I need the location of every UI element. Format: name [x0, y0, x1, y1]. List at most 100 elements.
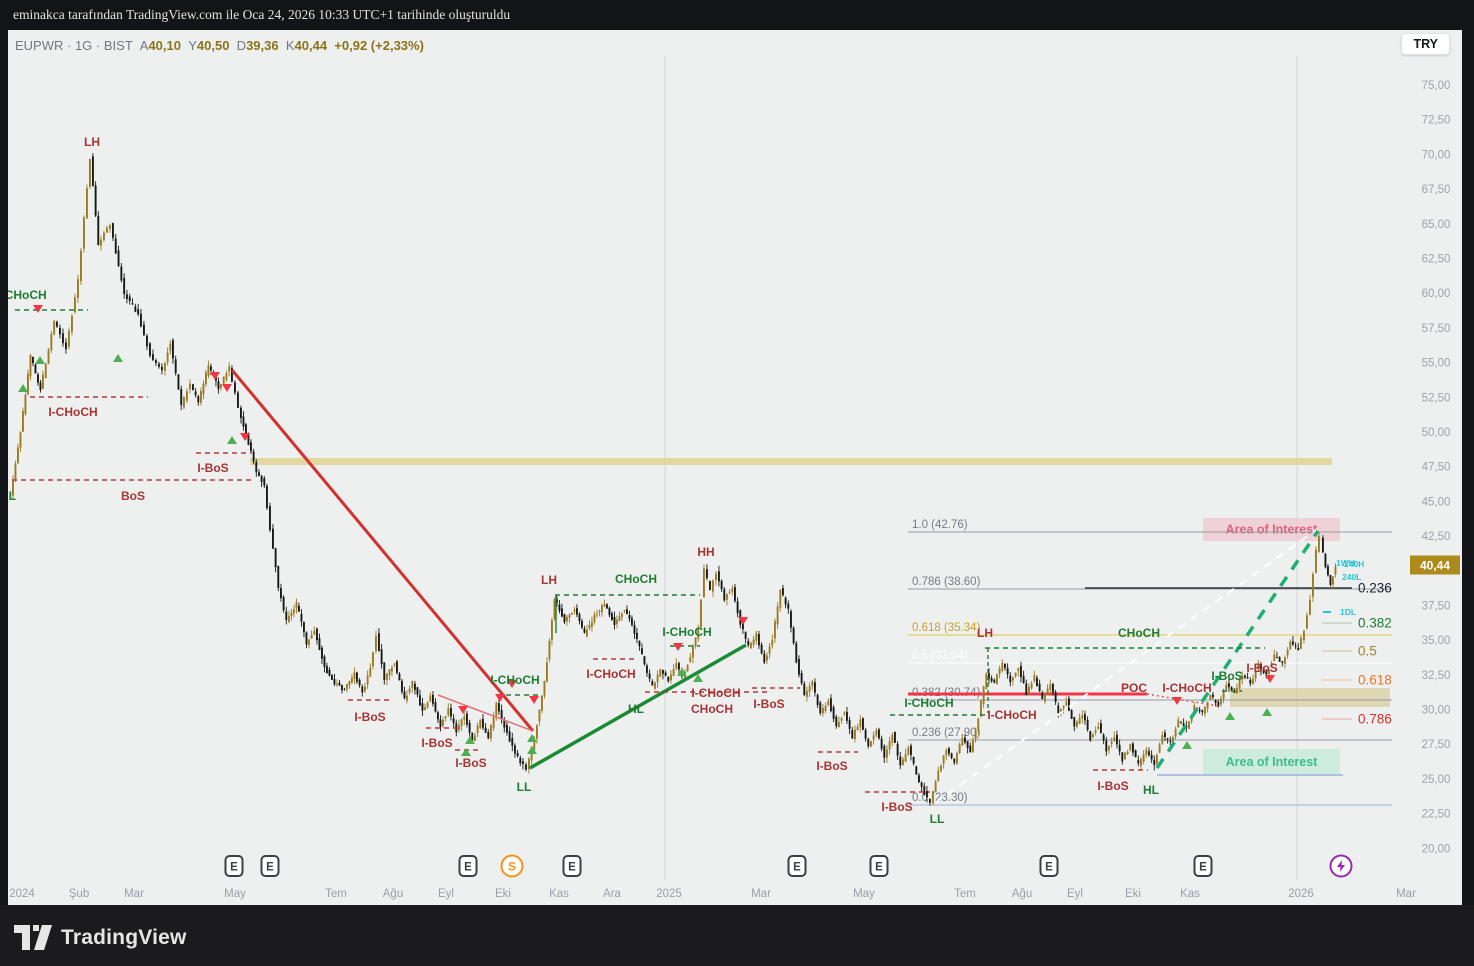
fib-retracement-left: 1.0 (42.76) 0.786 (38.60) 0.618 (35.34) 0.5…: [908, 519, 1392, 806]
svg-text:E: E: [266, 862, 274, 874]
bullish-marker-icon: [527, 734, 537, 742]
time-axis-label: Eki: [1125, 888, 1141, 900]
change-value: +0,92 (+2,33%): [334, 37, 424, 53]
bearish-marker-icon: [222, 384, 232, 392]
structure-label: I-CHoCH: [48, 405, 97, 419]
trendline[interactable]: [1146, 693, 1219, 707]
price-axis-label: 50,00: [1422, 427, 1451, 439]
time-axis-label: 2024: [9, 888, 35, 900]
structure-label: I-BoS: [881, 800, 912, 814]
attribution-bar: eminakca tarafından TradingView.com ile …: [0, 0, 1474, 30]
price-axis-label: 32,50: [1422, 670, 1451, 682]
symbol-row: EUPWR · 1G · BIST A40,10 Y40,50 D39,36 K…: [15, 34, 424, 56]
earnings-badge[interactable]: [224, 855, 244, 877]
bearish-marker-icon: [33, 305, 43, 313]
svg-text:E: E: [793, 862, 801, 874]
price-axis-label: 62,50: [1422, 253, 1451, 265]
time-axis-label: 2025: [656, 888, 682, 900]
structure-label: I-BoS: [197, 461, 228, 475]
split-badge[interactable]: [500, 854, 524, 878]
svg-text:E: E: [875, 862, 883, 874]
bearish-marker-icon: [240, 433, 250, 441]
bullish-marker-icon: [677, 668, 687, 676]
trendlines[interactable]: [230, 369, 1320, 804]
bearish-marker-icon: [507, 680, 517, 688]
structure-label: I-CHoCH: [1162, 681, 1211, 695]
fib-level-label: 0.5 (33.04): [912, 650, 968, 662]
bullish-marker-icon: [113, 354, 123, 362]
zone-box-label: Area of Interest: [1226, 755, 1319, 769]
price-axis-label: 30,00: [1422, 705, 1451, 717]
fib-level-label: 0.786 (38.60): [912, 576, 981, 588]
price-axis-label: 22,50: [1422, 809, 1451, 821]
yellow-level-band: [250, 458, 1332, 465]
timeframe-level-label: 240H: [1344, 559, 1364, 569]
earnings-badge[interactable]: [869, 855, 889, 877]
trendline[interactable]: [934, 529, 1317, 804]
candlesticks: [12, 153, 1337, 806]
structure-label: HL: [628, 702, 644, 716]
price-axis-label: 52,50: [1422, 392, 1451, 404]
trendline[interactable]: [230, 369, 535, 732]
structure-label: I-CHoCH: [904, 696, 953, 710]
price-axis-label: 20,00: [1422, 843, 1451, 855]
trendline[interactable]: [437, 694, 534, 732]
earnings-badge[interactable]: [1039, 855, 1059, 877]
time-axis-label: Eyl: [438, 888, 454, 900]
ohlc-open: A40,10: [139, 37, 181, 53]
svg-text:S: S: [508, 860, 516, 874]
time-axis[interactable]: 2024 Şub Mar May Tem Ağu Eyl Eki Kas Ara 2025 Mar Ma…: [9, 888, 1416, 900]
bearish-marker-icon: [673, 643, 683, 651]
structure-label: LL: [517, 780, 532, 794]
fib-level-label: 0.5: [1358, 644, 1377, 659]
earnings-badge[interactable]: [260, 855, 280, 877]
structure-label: HL: [8, 489, 16, 503]
bullish-marker-icon: [1182, 741, 1192, 749]
price-axis[interactable]: 75,00 72,50 70,00 67,50 65,00 62,50 60,00 57,50…: [1410, 80, 1460, 855]
structure-label: I-BoS: [455, 756, 486, 770]
timeframe-level-label: 1DL: [1340, 607, 1356, 617]
price-axis-label: 75,00: [1422, 80, 1451, 92]
earnings-badge[interactable]: [787, 855, 807, 877]
time-axis-label: 2026: [1288, 888, 1314, 900]
structure-label: CHoCH: [1118, 626, 1160, 640]
earnings-badge[interactable]: [562, 855, 582, 877]
fib-level-label: 0.618: [1358, 673, 1392, 688]
gridlines: [664, 56, 1298, 880]
structure-label: I-CHoCH: [8, 288, 47, 302]
bearish-marker-icon: [529, 696, 539, 704]
currency-toggle-button[interactable]: TRY: [1401, 33, 1450, 55]
price-axis-label: 25,00: [1422, 774, 1451, 786]
time-axis-label: Mar: [1396, 888, 1416, 900]
time-axis-label: May: [853, 888, 875, 900]
price-axis-label: 27,50: [1422, 739, 1451, 751]
bearish-marker-icon: [1265, 675, 1275, 683]
structure-label: LL: [930, 812, 945, 826]
time-axis-label: Tem: [954, 888, 976, 900]
trendline[interactable]: [1155, 530, 1320, 769]
time-axis-label: Kas: [549, 888, 569, 900]
bullish-marker-icon: [1262, 708, 1272, 716]
last-price-label: [1410, 555, 1460, 575]
structure-label: LH: [84, 135, 100, 149]
trendline[interactable]: [529, 643, 747, 770]
structure-label: I-CHoCH: [662, 625, 711, 639]
structure-labels: LHI-CHoCHI-BoSBoSI-BoSI-BoSI-BoSLHHHI-CH…: [8, 135, 1278, 826]
earnings-badge[interactable]: [1193, 855, 1213, 877]
structure-label: I-BoS: [816, 759, 847, 773]
price-axis-label: 65,00: [1422, 219, 1451, 231]
bullish-marker-icon: [1225, 712, 1235, 720]
zone-box-label: Area of Interest: [1226, 523, 1319, 537]
structure-label: CHoCH: [691, 702, 733, 716]
symbol-name: EUPWR · 1G · BIST: [15, 37, 133, 53]
bullish-marker-icon: [461, 748, 471, 756]
structure-label: I-BoS: [753, 697, 784, 711]
structure-label: I-CHoCH: [490, 673, 539, 687]
time-axis-label: Ara: [603, 888, 622, 900]
lightning-icon: [1337, 860, 1345, 872]
earnings-badge[interactable]: [458, 855, 478, 877]
fib-retracement-right: 0.236 0.382 0.5 0.618 0.786: [1085, 581, 1392, 727]
